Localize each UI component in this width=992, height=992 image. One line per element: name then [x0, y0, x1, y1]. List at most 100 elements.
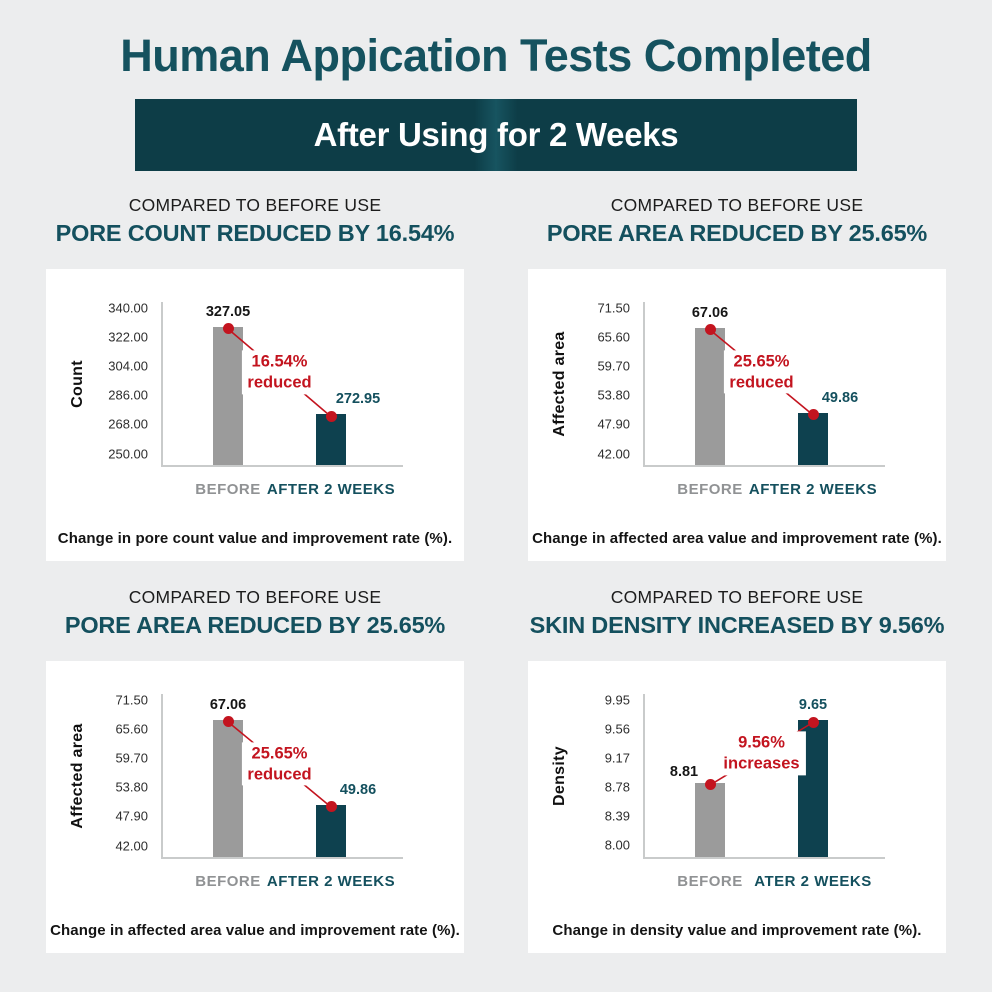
- bar-chart-plot: BEFORE AFTER 2 WEEKS 25.65% reduced 67.06 4…: [161, 693, 403, 890]
- data-point-dot: [704, 779, 716, 791]
- y-tick-label: 9.95: [604, 692, 630, 708]
- chart-caption: Change in density value and improvement …: [552, 921, 922, 939]
- chart-caption: Change in pore count value and improveme…: [57, 529, 453, 547]
- y-tick-label: 8.78: [604, 779, 630, 795]
- x-label-before: BEFORE: [677, 480, 743, 498]
- bar-chart-plot: BEFORE ATER 2 WEEKS 9.56% increases 8.81 9.…: [643, 693, 885, 890]
- banner: After Using for 2 Weeks: [135, 98, 857, 171]
- annotation-line: 25.65%: [251, 744, 308, 763]
- bar-chart-plot: BEFORE AFTER 2 WEEKS 25.65% reduced 67.06 4…: [643, 301, 885, 498]
- annotation-line: 25.65%: [733, 352, 790, 371]
- y-axis-ticks: 9.95 9.56 9.17 8.78 8.39 8.00: [580, 692, 638, 859]
- y-tick-label: 65.60: [115, 721, 148, 737]
- y-axis-ticks: 340.00 322.00 304.00 286.00 268.00 250.00: [98, 300, 156, 467]
- x-label-before: BEFORE: [195, 872, 261, 890]
- value-label-before: 8.81: [669, 763, 699, 780]
- x-label-before: BEFORE: [677, 872, 743, 890]
- x-label-after: AFTER 2 WEEKS: [266, 480, 396, 498]
- panel-headline: PORE AREA REDUCED BY 25.65%: [546, 219, 928, 246]
- data-point-dot: [222, 716, 234, 728]
- bar-after: [316, 804, 346, 857]
- y-axis-ticks: 71.50 65.60 59.70 53.80 47.90 42.00: [580, 300, 638, 467]
- annotation-line: reduced: [247, 373, 312, 392]
- bar-before: [213, 326, 243, 465]
- chart-card: Count 340.00 322.00 304.00 286.00 268.00 250.…: [46, 268, 464, 561]
- value-label-after: 272.95: [335, 391, 381, 408]
- y-axis-title: Affected area: [551, 331, 568, 437]
- data-point-dot: [807, 409, 819, 421]
- value-label-before: 67.06: [209, 696, 247, 713]
- bar-before: [695, 782, 725, 857]
- panel-headline: SKIN DENSITY INCREASED BY 9.56%: [529, 611, 945, 638]
- result-panel-skin-density: COMPARED TO BEFORE USE SKIN DENSITY INCR…: [528, 587, 946, 953]
- y-tick-label: 9.56: [604, 721, 630, 737]
- x-label-after: ATER 2 WEEKS: [754, 872, 872, 890]
- panel-headline: PORE COUNT REDUCED BY 16.54%: [55, 219, 455, 246]
- chart-card: Affected area 71.50 65.60 59.70 53.80 47.90 4…: [528, 268, 946, 561]
- panel-subtitle: COMPARED TO BEFORE USE: [128, 194, 382, 215]
- data-point-dot: [222, 323, 234, 335]
- y-tick-label: 71.50: [115, 692, 148, 708]
- chart-caption: Change in affected area value and improv…: [50, 921, 460, 939]
- bar-after: [316, 414, 346, 465]
- value-label-after: 49.86: [821, 389, 859, 406]
- y-tick-label: 42.00: [597, 446, 630, 462]
- x-label-after: AFTER 2 WEEKS: [266, 872, 396, 890]
- data-point-dot: [807, 716, 819, 728]
- bar-after: [798, 412, 828, 465]
- y-tick-label: 340.00: [108, 300, 148, 316]
- data-point-dot: [325, 410, 337, 422]
- annotation-line: reduced: [247, 765, 312, 784]
- y-tick-label: 9.17: [604, 750, 630, 766]
- bar-before: [213, 719, 243, 857]
- result-panel-pore-area: COMPARED TO BEFORE USE PORE AREA REDUCED…: [528, 195, 946, 561]
- panel-subtitle: COMPARED TO BEFORE USE: [610, 586, 864, 607]
- panel-header: COMPARED TO BEFORE USE PORE AREA REDUCED…: [528, 195, 946, 249]
- y-tick-label: 268.00: [108, 416, 148, 432]
- annotation-line: increases: [723, 754, 800, 773]
- y-tick-label: 286.00: [108, 387, 148, 403]
- change-annotation: 25.65% reduced: [241, 742, 318, 786]
- y-axis-title: Affected area: [69, 723, 86, 829]
- chart-card: Density 9.95 9.56 9.17 8.78 8.39 8.00 BEFORE …: [528, 660, 946, 953]
- page-title: Human Appication Tests Completed: [120, 30, 872, 81]
- bar-before: [695, 327, 725, 465]
- data-point-dot: [704, 324, 716, 336]
- data-point-dot: [325, 801, 337, 813]
- change-annotation: 25.65% reduced: [723, 350, 800, 394]
- annotation-line: 16.54%: [251, 352, 308, 371]
- y-tick-label: 250.00: [108, 446, 148, 462]
- results-grid: COMPARED TO BEFORE USE PORE COUNT REDUCE…: [0, 195, 992, 953]
- value-label-before: 327.05: [205, 303, 251, 320]
- chart-caption: Change in affected area value and improv…: [532, 529, 942, 547]
- y-tick-label: 8.00: [604, 837, 630, 853]
- panel-header: COMPARED TO BEFORE USE PORE COUNT REDUCE…: [46, 195, 464, 249]
- value-label-before: 67.06: [691, 304, 729, 321]
- y-tick-label: 53.80: [115, 779, 148, 795]
- y-tick-label: 322.00: [108, 329, 148, 345]
- y-tick-label: 65.60: [597, 329, 630, 345]
- panel-subtitle: COMPARED TO BEFORE USE: [128, 586, 382, 607]
- result-panel-pore-count: COMPARED TO BEFORE USE PORE COUNT REDUCE…: [46, 195, 464, 561]
- bar-chart-plot: BEFORE AFTER 2 WEEKS 16.54% reduced 327.05…: [161, 301, 403, 498]
- annotation-line: 9.56%: [738, 733, 785, 752]
- y-axis-ticks: 71.50 65.60 59.70 53.80 47.90 42.00: [98, 692, 156, 859]
- banner-text: After Using for 2 Weeks: [313, 115, 679, 153]
- annotation-line: reduced: [729, 373, 794, 392]
- chart-card: Affected area 71.50 65.60 59.70 53.80 47.90 4…: [46, 660, 464, 953]
- y-axis-title: Density: [551, 745, 568, 806]
- y-tick-label: 53.80: [597, 387, 630, 403]
- y-axis-title: Count: [69, 359, 86, 408]
- panel-headline: PORE AREA REDUCED BY 25.65%: [64, 611, 446, 638]
- value-label-after: 9.65: [798, 697, 828, 714]
- change-annotation: 9.56% increases: [717, 731, 806, 776]
- y-tick-label: 59.70: [597, 358, 630, 374]
- panel-header: COMPARED TO BEFORE USE SKIN DENSITY INCR…: [528, 587, 946, 641]
- y-tick-label: 47.90: [597, 416, 630, 432]
- value-label-after: 49.86: [339, 781, 377, 798]
- x-label-after: AFTER 2 WEEKS: [748, 480, 878, 498]
- y-tick-label: 47.90: [115, 808, 148, 824]
- result-panel-pore-area-2: COMPARED TO BEFORE USE PORE AREA REDUCED…: [46, 587, 464, 953]
- x-label-before: BEFORE: [195, 480, 261, 498]
- panel-subtitle: COMPARED TO BEFORE USE: [610, 194, 864, 215]
